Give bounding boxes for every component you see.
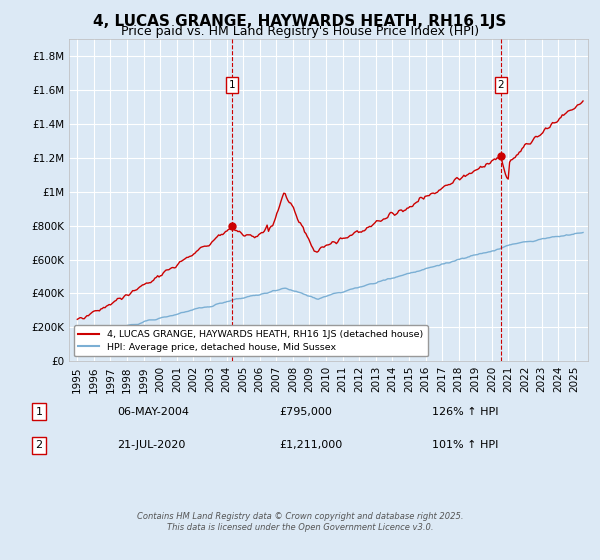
Text: 21-JUL-2020: 21-JUL-2020 bbox=[117, 440, 185, 450]
Text: 101% ↑ HPI: 101% ↑ HPI bbox=[432, 440, 499, 450]
Text: 2: 2 bbox=[35, 440, 43, 450]
Text: 2: 2 bbox=[497, 80, 504, 90]
Text: Price paid vs. HM Land Registry's House Price Index (HPI): Price paid vs. HM Land Registry's House … bbox=[121, 25, 479, 38]
Text: £1,211,000: £1,211,000 bbox=[279, 440, 342, 450]
Text: 1: 1 bbox=[229, 80, 235, 90]
Text: 126% ↑ HPI: 126% ↑ HPI bbox=[432, 407, 499, 417]
Text: £795,000: £795,000 bbox=[279, 407, 332, 417]
Legend: 4, LUCAS GRANGE, HAYWARDS HEATH, RH16 1JS (detached house), HPI: Average price, : 4, LUCAS GRANGE, HAYWARDS HEATH, RH16 1J… bbox=[74, 325, 428, 357]
Text: 4, LUCAS GRANGE, HAYWARDS HEATH, RH16 1JS: 4, LUCAS GRANGE, HAYWARDS HEATH, RH16 1J… bbox=[94, 14, 506, 29]
Text: 06-MAY-2004: 06-MAY-2004 bbox=[117, 407, 189, 417]
Text: Contains HM Land Registry data © Crown copyright and database right 2025.
This d: Contains HM Land Registry data © Crown c… bbox=[137, 512, 463, 532]
Text: 1: 1 bbox=[35, 407, 43, 417]
